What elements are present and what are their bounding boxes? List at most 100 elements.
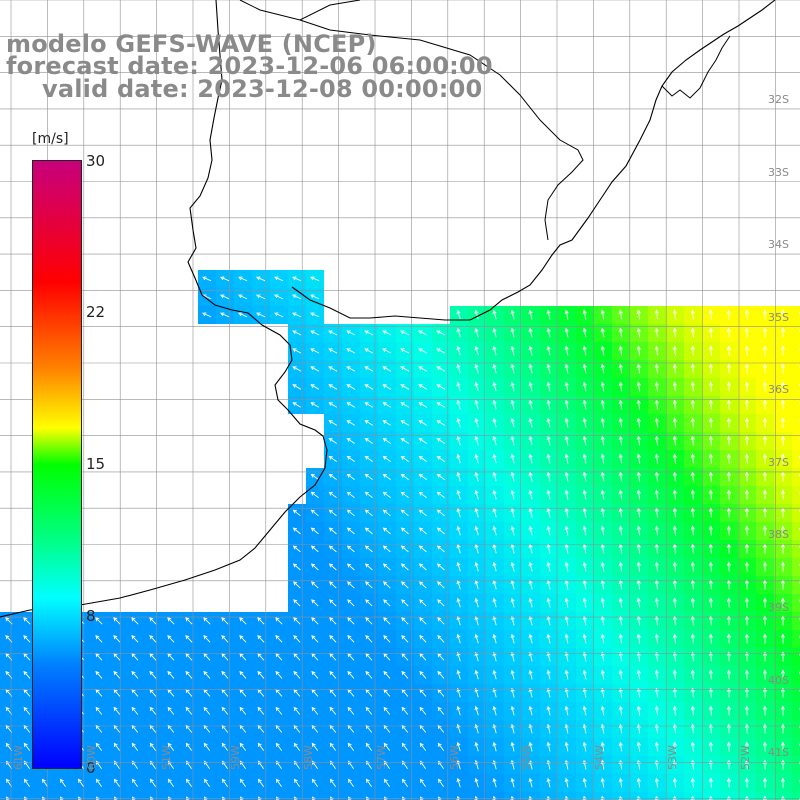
wind-arrow bbox=[167, 617, 175, 625]
wind-arrow bbox=[401, 742, 409, 751]
colorbar-tick-8: 8 bbox=[86, 607, 96, 625]
wind-arrow bbox=[690, 651, 695, 662]
wind-arrow bbox=[510, 399, 515, 410]
field-cell bbox=[792, 522, 800, 540]
wind-arrow bbox=[95, 778, 102, 787]
wind-arrow bbox=[400, 545, 409, 553]
wind-arrow bbox=[726, 525, 731, 536]
wind-arrow bbox=[203, 670, 211, 679]
wind-arrow bbox=[582, 777, 587, 788]
wind-arrow bbox=[672, 309, 677, 320]
wind-arrow bbox=[364, 491, 373, 499]
wind-arrow bbox=[528, 327, 533, 338]
field-cell bbox=[738, 792, 756, 800]
wind-arrow bbox=[564, 687, 569, 698]
wind-arrow bbox=[492, 561, 497, 572]
wind-arrow bbox=[113, 778, 120, 787]
field-cell bbox=[792, 612, 800, 630]
field-cell bbox=[792, 306, 800, 324]
field-cell bbox=[792, 486, 800, 504]
wind-arrow bbox=[600, 381, 605, 392]
wind-arrow bbox=[456, 435, 461, 446]
coastline-river bbox=[239, 0, 361, 21]
wind-arrow bbox=[726, 651, 731, 662]
wind-arrow bbox=[492, 453, 497, 464]
wind-arrow bbox=[672, 435, 677, 446]
field-cell bbox=[378, 792, 396, 800]
wind-arrow bbox=[328, 384, 338, 390]
wind-arrow bbox=[365, 706, 373, 715]
wind-arrow bbox=[95, 724, 103, 733]
field-cell bbox=[792, 720, 800, 738]
wind-arrow bbox=[636, 363, 641, 374]
wind-arrow bbox=[346, 366, 356, 372]
wind-arrow bbox=[346, 348, 356, 354]
wind-arrow bbox=[419, 581, 427, 589]
wind-arrow bbox=[203, 635, 211, 643]
wind-arrow bbox=[437, 635, 445, 643]
coastline-argentina bbox=[0, 0, 328, 618]
wind-arrow bbox=[292, 563, 301, 571]
wind-arrow bbox=[780, 561, 785, 572]
field-cell bbox=[288, 792, 306, 800]
title-forecast-date: forecast date: 2023-12-06 06:00:00 bbox=[6, 52, 493, 80]
wind-arrow bbox=[364, 384, 374, 390]
field-cell bbox=[666, 792, 684, 800]
wind-arrow bbox=[708, 633, 713, 644]
wind-arrow bbox=[582, 507, 587, 518]
wind-arrow bbox=[528, 417, 533, 428]
wind-arrow bbox=[762, 741, 767, 752]
wind-arrow bbox=[419, 617, 427, 625]
wind-arrow bbox=[346, 420, 356, 426]
wind-arrow bbox=[400, 366, 410, 372]
wind-arrow bbox=[528, 525, 533, 536]
lon-label-52w: 52W bbox=[739, 745, 752, 770]
wind-arrow bbox=[492, 687, 497, 698]
wind-arrow bbox=[510, 561, 515, 572]
wind-arrow bbox=[474, 381, 479, 392]
wind-arrow bbox=[600, 741, 605, 752]
wind-arrow bbox=[364, 509, 373, 517]
wind-arrow bbox=[762, 669, 767, 680]
wind-arrow bbox=[292, 527, 301, 535]
wind-arrow bbox=[383, 778, 390, 787]
wind-arrow bbox=[492, 435, 497, 446]
wind-arrow bbox=[167, 742, 175, 751]
field-cell bbox=[792, 378, 800, 396]
wind-arrow bbox=[726, 669, 731, 680]
wind-arrow bbox=[690, 327, 695, 338]
wind-arrow bbox=[762, 597, 767, 608]
wind-arrow bbox=[492, 507, 497, 518]
wind-arrow bbox=[23, 617, 31, 625]
colorbar-tick-30: 30 bbox=[86, 152, 106, 170]
wind-arrow bbox=[329, 670, 337, 679]
wind-arrow bbox=[418, 330, 428, 336]
wind-arrow bbox=[528, 453, 533, 464]
wind-arrow bbox=[113, 670, 121, 679]
wind-arrow bbox=[636, 561, 641, 572]
wind-arrow bbox=[436, 455, 445, 462]
wind-arrow bbox=[418, 455, 427, 462]
wind-arrow bbox=[654, 327, 659, 338]
wind-arrow bbox=[672, 417, 677, 428]
wind-arrow bbox=[346, 437, 355, 444]
wind-arrow bbox=[528, 381, 533, 392]
wind-arrow bbox=[456, 507, 461, 518]
wind-arrow bbox=[364, 473, 373, 480]
wind-arrow bbox=[510, 507, 515, 518]
wind-arrow bbox=[185, 706, 193, 715]
wind-arrow bbox=[690, 777, 695, 788]
field-cell bbox=[792, 702, 800, 720]
wind-arrow bbox=[708, 489, 713, 500]
field-cell bbox=[720, 792, 738, 800]
wind-arrow bbox=[185, 724, 193, 733]
wind-arrow bbox=[582, 669, 587, 680]
wind-arrow bbox=[311, 706, 319, 715]
wind-arrow bbox=[77, 778, 84, 787]
wind-arrow bbox=[456, 363, 461, 374]
wind-arrow bbox=[654, 669, 659, 680]
wind-arrow bbox=[690, 705, 695, 716]
wind-arrow bbox=[113, 724, 121, 733]
wind-arrow bbox=[346, 545, 355, 553]
wind-arrow bbox=[528, 687, 533, 698]
